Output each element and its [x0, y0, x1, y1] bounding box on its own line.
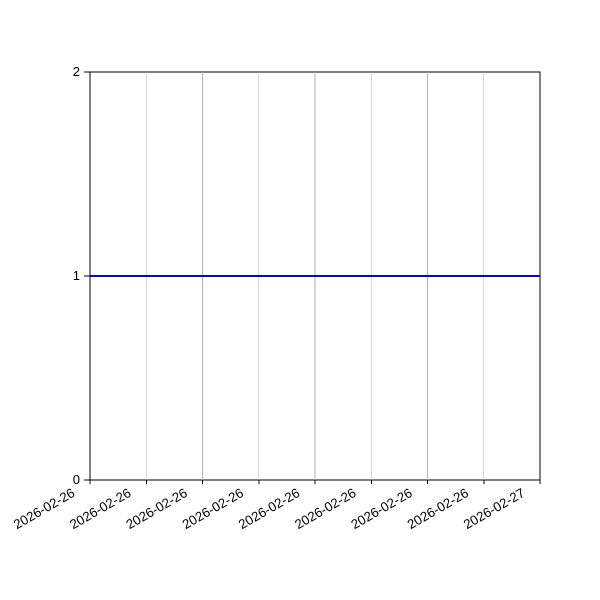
- svg-text:2: 2: [73, 64, 80, 79]
- svg-text:1: 1: [73, 268, 80, 283]
- svg-text:0: 0: [73, 472, 80, 487]
